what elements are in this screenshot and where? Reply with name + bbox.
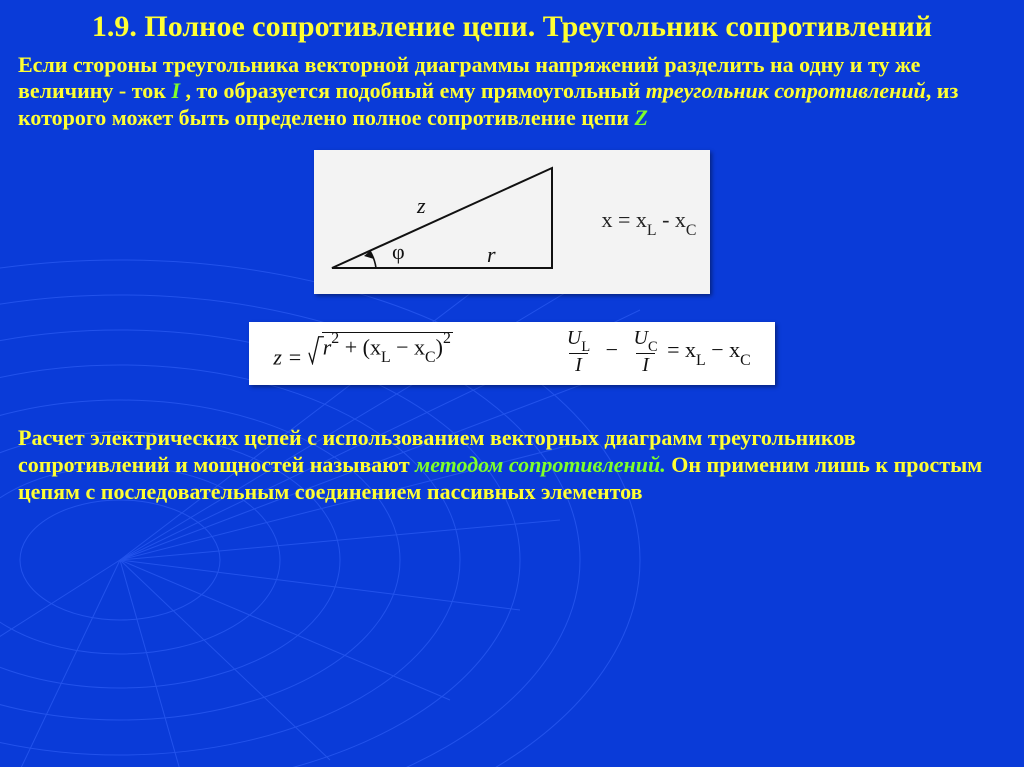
f-close: ) — [436, 335, 443, 360]
para1-italic: треугольник сопротивлений — [646, 78, 926, 103]
triangle-label-z: z — [416, 193, 426, 218]
f-minus-between: − — [600, 337, 624, 362]
reactance-equation: x = xL - xC — [602, 207, 697, 237]
eq-x-prefix: x = x — [602, 207, 647, 232]
para1-I: I — [171, 78, 180, 103]
f-r: r — [323, 335, 332, 360]
f-close-sup: 2 — [443, 330, 451, 347]
f-UC-sub: C — [648, 339, 658, 355]
triangle-figure-box: z r φ x = xL - xC — [314, 150, 711, 294]
f-UL: U — [567, 327, 581, 349]
triangle-figure-row: z r φ x = xL - xC — [18, 150, 1006, 294]
para2-highlight: методом сопротивлений. — [415, 452, 666, 477]
eq-sub-C: C — [686, 222, 697, 239]
f-UC: U — [634, 327, 648, 349]
triangle-label-r: r — [487, 242, 496, 267]
formula-z: z = r2 + (xL − xC)2 — [273, 332, 453, 371]
f-mid: − x — [391, 335, 425, 360]
f-plus: + (x — [339, 335, 381, 360]
slide-title: 1.9. Полное сопротивление цепи. Треуголь… — [18, 8, 1006, 46]
f-xc: C — [425, 349, 436, 366]
formula-box: z = r2 + (xL − xC)2 UL I − — [249, 322, 774, 385]
formula-right: UL I − UC I = xL − xC — [563, 328, 751, 375]
closing-paragraph: Расчет электрических цепей с использован… — [18, 425, 1006, 505]
para1-Z: Z — [635, 105, 648, 130]
f-z-eq: z = — [273, 345, 307, 370]
para1-seg2: , то образуется подобный ему прямоугольн… — [180, 78, 646, 103]
f-I1: I — [575, 354, 582, 376]
intro-paragraph: Если стороны треугольника векторной диаг… — [18, 52, 1006, 132]
f-xl: L — [381, 349, 391, 366]
f-rhs-mid: − x — [706, 337, 740, 362]
eq-minus: - x — [657, 207, 686, 232]
f-rhs-eq: = x — [667, 337, 696, 362]
f-r-sup: 2 — [331, 330, 339, 347]
eq-sub-L: L — [647, 222, 657, 239]
f-UL-sub: L — [581, 339, 590, 355]
triangle-label-phi: φ — [392, 239, 405, 264]
f-rhs-C: C — [740, 352, 751, 369]
f-rhs-L: L — [696, 352, 706, 369]
formula-row: z = r2 + (xL − xC)2 UL I − — [18, 322, 1006, 385]
f-I2: I — [642, 354, 649, 376]
impedance-triangle: z r φ — [322, 158, 572, 286]
